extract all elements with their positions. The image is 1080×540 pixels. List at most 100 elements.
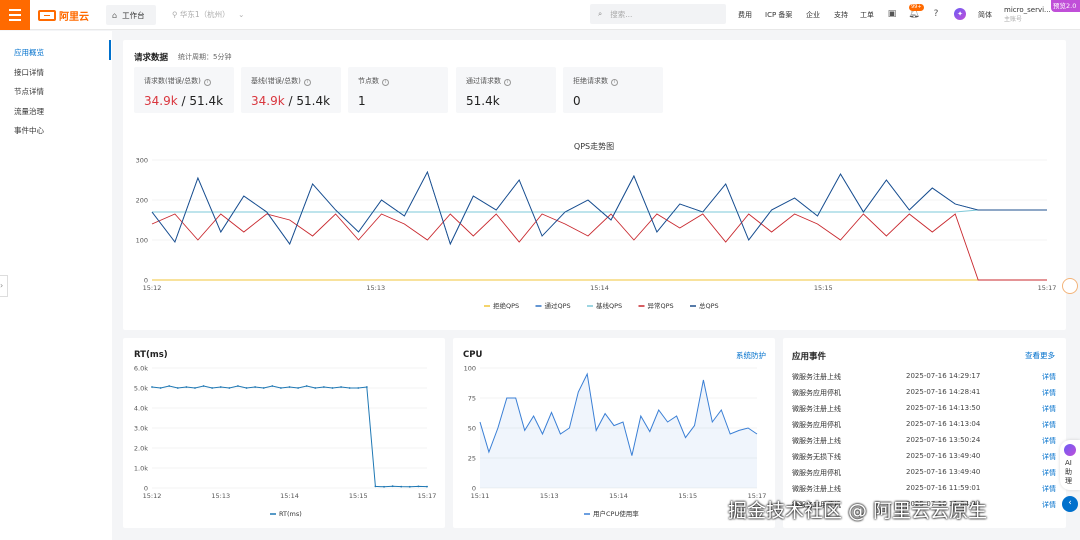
data-point	[417, 485, 420, 488]
event-detail-link[interactable]: 详情	[1042, 469, 1056, 477]
x-tick-label: 15:11	[471, 492, 490, 500]
stat-card-passed: 通过请求数 i 51.4k	[456, 67, 556, 113]
stat-value: 1	[358, 94, 366, 108]
y-tick-label: 50	[468, 425, 476, 433]
nav-billing[interactable]: 费用	[738, 11, 752, 19]
workbench-button[interactable]: ⌂ 工作台	[106, 5, 156, 25]
view-more-link[interactable]: 查看更多	[1025, 351, 1055, 360]
event-row: 微服务注册上线 2025-07-16 13:50:24 详情	[792, 436, 1056, 452]
collapse-arrow-button[interactable]: ‹	[1062, 496, 1078, 512]
notification-badge: 99+	[909, 4, 924, 11]
nav-ticket[interactable]: 工单	[860, 11, 874, 19]
event-detail-link[interactable]: 详情	[1042, 389, 1056, 397]
event-detail-link[interactable]: 详情	[1042, 405, 1056, 413]
nav-icp[interactable]: ICP 备案	[765, 11, 793, 19]
rt-chart: 0 1.0k 2.0k 3.0k 4.0k 5.0k 6.0k 15:12 15:13 15:14…	[134, 365, 436, 519]
account-name: micro_servi...	[1004, 6, 1051, 14]
series-line	[151, 170, 1047, 246]
data-point	[271, 385, 274, 387]
help-icon[interactable]: ?	[933, 9, 939, 19]
sidebar-collapse-button[interactable]: ›	[0, 275, 8, 297]
region-selector[interactable]: ⚲ 华东1（杭州） ⌄	[172, 9, 244, 20]
x-tick-label: 15:12	[143, 492, 162, 500]
legend-label: RT(ms)	[279, 510, 302, 518]
y-tick-label: 2.0k	[134, 445, 148, 453]
event-row: 微服务应用停机 2025-07-16 11:04:32 详情	[792, 500, 1056, 516]
y-tick-label: 0	[472, 485, 476, 493]
language-switch[interactable]: 简体	[978, 11, 992, 19]
qps-chart: 0 100 200 300 15:12 15:13 15:14 15:15 15:17 拒绝QPS…	[136, 157, 1057, 311]
y-tick-label: 5.0k	[134, 385, 148, 393]
floating-helper-ball[interactable]	[1062, 278, 1078, 294]
data-point	[176, 387, 179, 389]
stat-label: 通过请求数 i	[466, 76, 511, 86]
events-panel-title: 应用事件	[792, 352, 827, 362]
series-line	[152, 209, 1047, 213]
data-point	[365, 386, 368, 388]
x-tick-label: 15:12	[143, 284, 162, 292]
data-point	[340, 386, 342, 388]
ai-assistant-icon[interactable]: ✦	[954, 8, 966, 20]
account-menu[interactable]: micro_servi... 主账号	[1004, 5, 1051, 25]
event-detail-link[interactable]: 详情	[1042, 453, 1056, 461]
x-tick-label: 15:15	[349, 492, 368, 500]
event-detail-link[interactable]: 详情	[1042, 421, 1056, 429]
data-point	[245, 387, 248, 389]
y-tick-label: 100	[464, 365, 476, 373]
x-tick-label: 15:13	[366, 284, 385, 292]
sidebar-item-traffic-governance[interactable]: 流量治理	[14, 107, 44, 116]
terminal-icon[interactable]: ▣	[887, 9, 897, 19]
event-name: 微服务注册上线	[792, 437, 841, 445]
preview-tag[interactable]: 预览2.0	[1051, 0, 1080, 12]
sidebar: 应用概览 接口详情 节点详情 流量治理 事件中心	[0, 31, 112, 540]
series-line	[151, 213, 1047, 281]
event-detail-link[interactable]: 详情	[1042, 437, 1056, 445]
series-line	[151, 170, 1047, 246]
ai-helper-icon	[1064, 444, 1076, 456]
data-point	[426, 485, 428, 488]
system-protection-link[interactable]: 系统防护	[736, 351, 766, 360]
nav-support[interactable]: 支持	[834, 11, 848, 19]
event-name: 微服务应用停机	[792, 469, 841, 477]
event-name: 微服务无损下线	[792, 453, 841, 461]
event-name: 微服务注册上线	[792, 485, 841, 493]
info-icon: i	[611, 79, 618, 86]
search-placeholder: 搜索...	[610, 9, 633, 19]
hamburger-menu-button[interactable]	[0, 0, 30, 30]
event-time: 2025-07-16 13:49:40	[906, 452, 981, 460]
bell-icon[interactable]: 🔔︎	[908, 9, 920, 19]
nav-enterprise[interactable]: 企业	[806, 11, 820, 19]
legend-label: 用户CPU使用率	[593, 509, 639, 518]
event-detail-link[interactable]: 详情	[1042, 373, 1056, 381]
search-input[interactable]: ⌕ 搜索...	[590, 4, 726, 24]
event-detail-link[interactable]: 详情	[1042, 501, 1056, 509]
aliyun-logo[interactable]: 阿里云	[38, 8, 89, 23]
data-point	[297, 387, 299, 389]
data-point	[374, 485, 377, 488]
event-time: 2025-07-16 14:29:17	[906, 372, 981, 380]
x-tick-label: 15:14	[590, 284, 609, 292]
x-tick-label: 15:14	[280, 492, 299, 500]
stat-value: 34.9k / 51.4k	[251, 94, 331, 108]
sidebar-item-node-details[interactable]: 节点详情	[14, 87, 44, 96]
y-tick-label: 25	[468, 455, 476, 463]
sidebar-item-interface-details[interactable]: 接口详情	[14, 68, 44, 77]
chevron-down-icon: ⌄	[238, 10, 245, 19]
event-time: 2025-07-16 11:59:01	[906, 484, 981, 492]
x-tick-label: 15:13	[211, 492, 230, 500]
event-row: 微服务应用停机 2025-07-16 14:13:04 详情	[792, 420, 1056, 436]
aliyun-logo-icon	[38, 9, 56, 21]
stat-label: 基线(错误/总数) i	[251, 76, 311, 86]
series-area	[480, 374, 757, 488]
ai-helper-button[interactable]: AI助理	[1060, 440, 1080, 490]
event-row: 微服务应用停机 2025-07-16 14:28:41 详情	[792, 388, 1056, 404]
data-point	[194, 387, 196, 389]
event-row: 微服务应用停机 2025-07-16 13:49:40 详情	[792, 468, 1056, 484]
y-tick-label: 300	[136, 157, 148, 165]
event-detail-link[interactable]: 详情	[1042, 485, 1056, 493]
sidebar-item-app-overview[interactable]: 应用概览	[14, 48, 44, 57]
data-point	[391, 485, 394, 488]
event-name: 微服务应用停机	[792, 501, 841, 509]
legend-label: 拒绝QPS	[493, 301, 519, 310]
sidebar-item-event-center[interactable]: 事件中心	[14, 126, 44, 135]
